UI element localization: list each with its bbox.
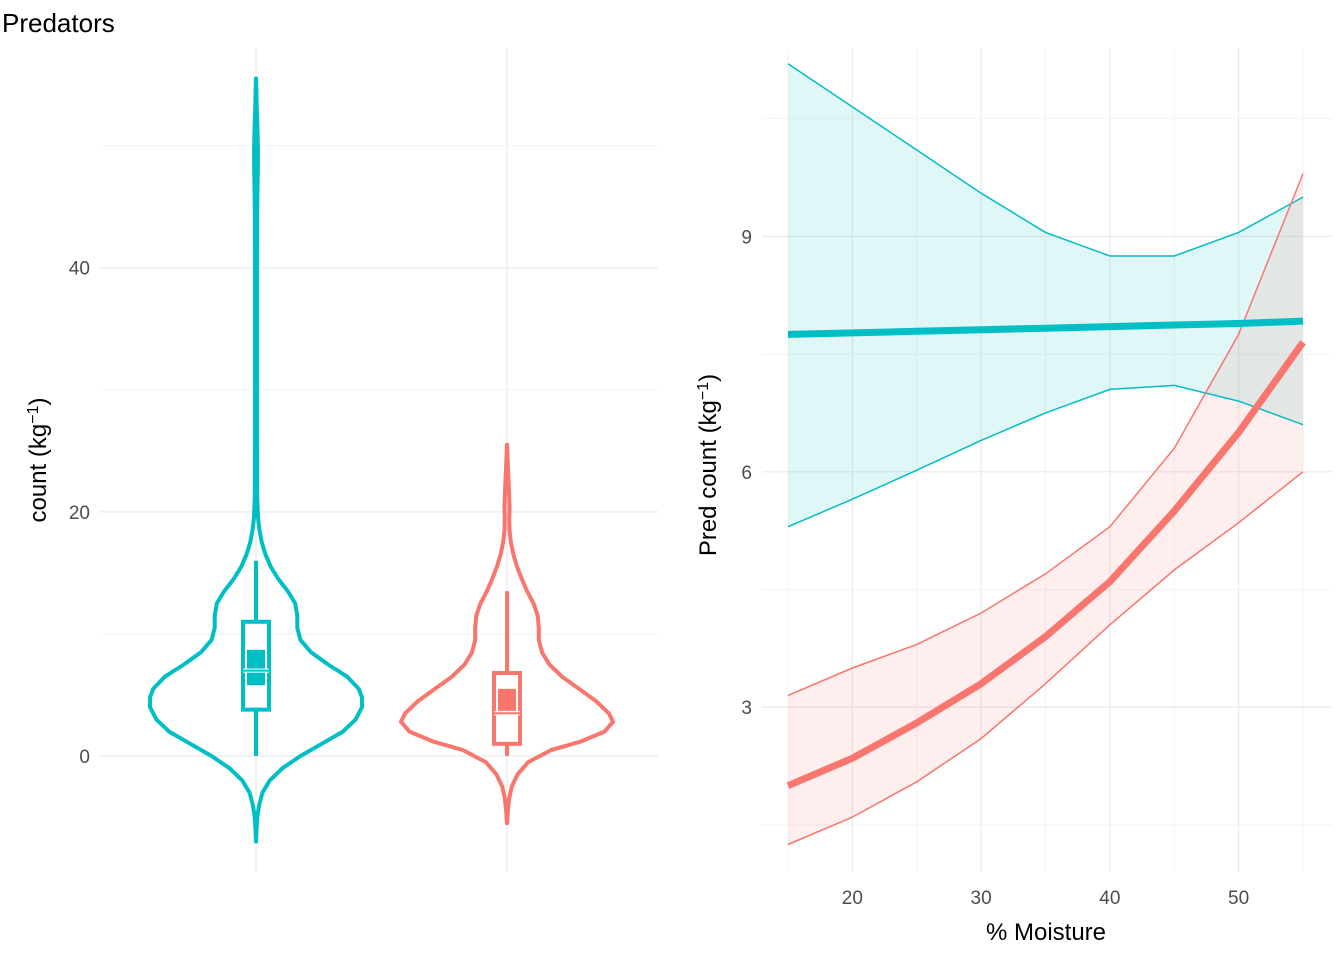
violin-panel: 0 20 40 count (kg−1) bbox=[25, 48, 658, 872]
violin-mean-band bbox=[247, 649, 265, 686]
violin-y-tick-labels: 0 20 40 bbox=[69, 259, 90, 768]
prediction-y-axis-title-sup: −1 bbox=[695, 382, 712, 400]
prediction-line bbox=[786, 340, 1306, 789]
prediction-x-tick-label: 20 bbox=[842, 888, 863, 909]
figure-title: Predators bbox=[2, 8, 115, 38]
prediction-marks bbox=[786, 63, 1306, 846]
prediction-y-axis-title-main: Pred count (kg bbox=[695, 400, 722, 556]
prediction-y-tick-label: 6 bbox=[741, 463, 752, 484]
violin-y-tick-label: 40 bbox=[69, 259, 90, 280]
prediction-x-tick-labels: 20 30 40 50 bbox=[842, 888, 1249, 909]
confidence-ribbon bbox=[788, 173, 1303, 845]
violin-y-axis-title-close: ) bbox=[25, 398, 52, 406]
violin-y-axis-title: count (kg−1) bbox=[25, 398, 53, 523]
violin-mean-band bbox=[498, 688, 516, 711]
prediction-panel: 3 6 9 20 30 40 50 % Moisture Pred count (kg−1… bbox=[695, 48, 1332, 946]
violin-y-axis-title-sup: −1 bbox=[25, 405, 42, 423]
ribbon-lower-bound bbox=[787, 471, 1304, 846]
violin-y-tick-label: 0 bbox=[79, 747, 90, 768]
prediction-y-axis-title-close: ) bbox=[695, 374, 722, 382]
confidence-ribbon bbox=[788, 63, 1303, 527]
prediction-x-tick-label: 30 bbox=[971, 888, 992, 909]
ribbon-upper-bound bbox=[787, 173, 1304, 697]
ribbon-lower-bound bbox=[787, 384, 1304, 528]
prediction-y-tick-label: 9 bbox=[741, 227, 752, 248]
prediction-x-tick-label: 40 bbox=[1099, 888, 1120, 909]
prediction-y-tick-labels: 3 6 9 bbox=[741, 227, 752, 719]
violin-outline bbox=[148, 76, 364, 844]
prediction-gridlines bbox=[762, 48, 1332, 872]
prediction-y-axis-title: Pred count (kg−1) bbox=[695, 374, 723, 556]
violin-y-axis-title-main: count (kg bbox=[25, 424, 52, 523]
prediction-line bbox=[787, 317, 1304, 338]
violin-marks bbox=[148, 76, 615, 844]
violin-gridlines bbox=[100, 48, 658, 872]
violin-outline bbox=[399, 442, 615, 826]
prediction-x-axis-title: % Moisture bbox=[986, 919, 1106, 946]
prediction-y-tick-label: 3 bbox=[741, 698, 752, 719]
prediction-x-tick-label: 50 bbox=[1228, 888, 1249, 909]
ribbon-upper-bound bbox=[787, 63, 1304, 257]
violin-y-tick-label: 20 bbox=[69, 503, 90, 524]
